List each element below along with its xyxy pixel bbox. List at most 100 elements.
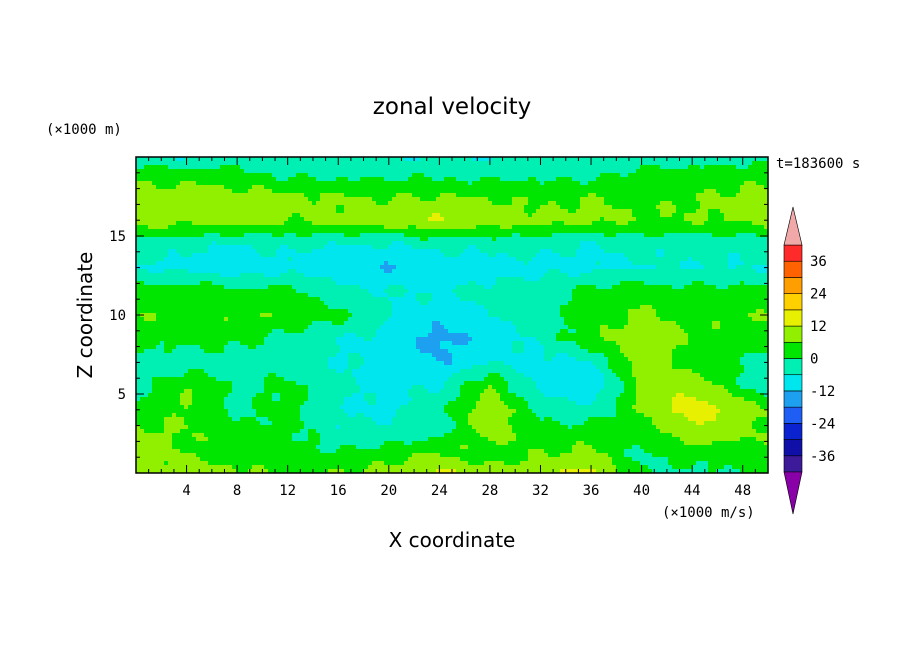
field-cell — [228, 205, 233, 210]
field-cell — [624, 209, 629, 214]
field-cell — [608, 253, 613, 258]
field-cell — [300, 265, 305, 270]
field-cell — [348, 181, 353, 186]
field-cell — [472, 281, 477, 286]
field-cell — [688, 197, 693, 202]
field-cell — [616, 165, 621, 170]
field-cell — [252, 225, 257, 230]
field-cell — [272, 281, 277, 286]
field-cell — [692, 269, 697, 274]
field-cell — [664, 201, 669, 206]
field-cell — [756, 265, 761, 270]
field-cell — [220, 277, 225, 282]
field-cell — [412, 189, 417, 194]
field-cell — [268, 261, 273, 266]
field-cell — [164, 265, 169, 270]
field-cell — [516, 241, 521, 246]
field-cell — [688, 225, 693, 230]
field-cell — [476, 237, 481, 242]
field-cell — [504, 209, 509, 214]
field-cell — [164, 213, 169, 218]
field-cell — [444, 201, 449, 206]
field-cell — [700, 265, 705, 270]
field-cell — [688, 257, 693, 262]
field-cell — [708, 185, 713, 190]
field-cell — [484, 237, 489, 242]
field-cell — [292, 209, 297, 214]
field-cell — [636, 225, 641, 230]
field-cell — [440, 217, 445, 222]
field-cell — [276, 237, 281, 242]
field-cell — [332, 181, 337, 186]
field-cell — [420, 273, 425, 278]
field-cell — [380, 157, 385, 162]
field-cell — [604, 193, 609, 198]
field-cell — [392, 169, 397, 174]
field-cell — [348, 265, 353, 270]
field-cell — [292, 201, 297, 206]
field-cell — [284, 213, 289, 218]
field-cell — [324, 189, 329, 194]
field-cell — [576, 189, 581, 194]
field-cell — [212, 245, 217, 250]
field-cell — [528, 221, 533, 226]
field-cell — [464, 201, 469, 206]
field-cell — [368, 277, 373, 282]
field-cell — [344, 209, 349, 214]
field-cell — [160, 249, 165, 254]
field-cell — [596, 277, 601, 282]
field-cell — [704, 177, 709, 182]
field-cell — [192, 177, 197, 182]
field-cell — [580, 245, 585, 250]
field-cell — [740, 169, 745, 174]
field-cell — [304, 273, 309, 278]
field-cell — [348, 205, 353, 210]
field-cell — [332, 193, 337, 198]
field-cell — [492, 241, 497, 246]
field-cell — [752, 213, 757, 218]
field-cell — [148, 265, 153, 270]
field-cell — [508, 265, 513, 270]
field-cell — [460, 269, 465, 274]
field-cell — [528, 201, 533, 206]
field-cell — [604, 213, 609, 218]
field-cell — [240, 181, 245, 186]
field-cell — [532, 233, 537, 238]
field-cell — [248, 185, 253, 190]
field-cell — [188, 213, 193, 218]
field-cell — [588, 217, 593, 222]
field-cell — [232, 241, 237, 246]
field-cell — [292, 169, 297, 174]
field-cell — [480, 269, 485, 274]
field-cell — [576, 237, 581, 242]
field-cell — [456, 241, 461, 246]
field-cell — [432, 273, 437, 278]
field-cell — [560, 197, 565, 202]
field-cell — [192, 281, 197, 286]
field-cell — [292, 265, 297, 270]
field-cell — [712, 225, 717, 230]
field-cell — [480, 157, 485, 162]
field-cell — [472, 269, 477, 274]
field-cell — [164, 181, 169, 186]
field-cell — [540, 221, 545, 226]
field-cell — [444, 169, 449, 174]
field-cell — [212, 229, 217, 234]
field-cell — [628, 165, 633, 170]
field-cell — [344, 277, 349, 282]
field-cell — [632, 189, 637, 194]
field-cell — [204, 273, 209, 278]
field-cell — [344, 177, 349, 182]
field-cell — [284, 233, 289, 238]
field-cell — [144, 157, 149, 162]
field-cell — [568, 253, 573, 258]
field-cell — [760, 257, 765, 262]
field-cell — [548, 197, 553, 202]
field-cell — [500, 177, 505, 182]
field-cell — [700, 261, 705, 266]
field-cell — [548, 249, 553, 254]
field-cell — [552, 221, 557, 226]
field-cell — [696, 205, 701, 210]
field-cell — [220, 213, 225, 218]
field-cell — [496, 169, 501, 174]
